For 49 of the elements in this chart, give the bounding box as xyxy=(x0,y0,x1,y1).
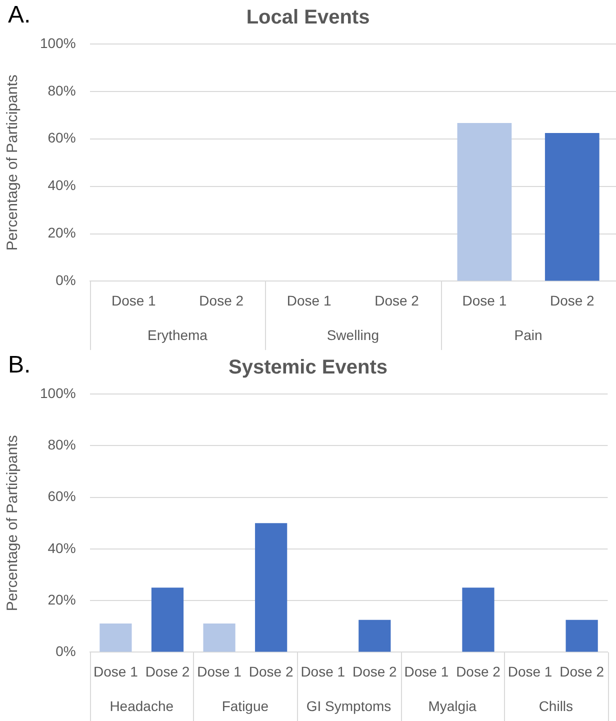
y-tick-label: 80% xyxy=(48,436,76,452)
y-tick-label: 0% xyxy=(56,272,76,288)
bar xyxy=(100,624,132,652)
x-tick-label: Dose 2 xyxy=(374,292,420,308)
x-tick-label: Dose 2 xyxy=(456,663,501,680)
text: Pain xyxy=(514,326,542,343)
text: Chills xyxy=(538,698,574,714)
x-tick-label: Dose 1 xyxy=(300,663,346,680)
bar xyxy=(358,620,391,652)
x-tick-label: Dose 1 xyxy=(286,292,332,308)
x-tick-label: Dose 2 xyxy=(145,663,190,680)
bar xyxy=(203,624,236,652)
bar xyxy=(255,523,288,652)
y-tick-label: 0% xyxy=(56,643,76,660)
y-tick-label: 100% xyxy=(40,34,76,51)
text: Erythema xyxy=(148,326,208,343)
x-tick-label: Dose 2 xyxy=(352,663,398,680)
text: A. xyxy=(8,2,31,29)
x-tick-label: Dose 2 xyxy=(560,663,604,680)
text: Swelling xyxy=(326,326,379,343)
chart-title: Systemic Events xyxy=(228,356,388,379)
x-tick-label: Dose 1 xyxy=(404,663,449,680)
y-tick-label: 60% xyxy=(48,488,76,504)
bar xyxy=(462,588,494,652)
bar xyxy=(151,588,184,652)
y-tick-label: 40% xyxy=(48,177,76,194)
y-tick-label: 40% xyxy=(48,540,76,556)
y-tick-label: 20% xyxy=(48,591,76,608)
x-tick-label: Dose 2 xyxy=(199,292,244,308)
y-tick-label: 20% xyxy=(48,224,76,241)
x-tick-label: Dose 1 xyxy=(508,663,552,680)
y-tick-label: 60% xyxy=(48,130,76,146)
chart-title: Local Events xyxy=(246,6,370,29)
y-axis-title: Percentage of Participants xyxy=(4,74,22,251)
bar xyxy=(566,620,598,652)
text: Headache xyxy=(110,698,174,714)
y-axis-title: Percentage of Participants xyxy=(4,435,22,612)
x-tick-label: Dose 1 xyxy=(197,663,242,680)
x-tick-label: Dose 2 xyxy=(248,663,294,680)
text: Fatigue xyxy=(222,698,269,714)
text: GI Symptoms xyxy=(306,698,392,714)
text: B. xyxy=(8,352,31,379)
x-tick-label: Dose 1 xyxy=(111,292,156,308)
text: Myalgia xyxy=(428,698,477,714)
x-tick-label: Dose 1 xyxy=(462,292,507,308)
x-tick-label: Dose 1 xyxy=(94,663,138,680)
x-tick-label: Dose 2 xyxy=(550,292,595,308)
y-tick-label: 100% xyxy=(40,384,76,401)
y-tick-label: 80% xyxy=(48,82,76,98)
